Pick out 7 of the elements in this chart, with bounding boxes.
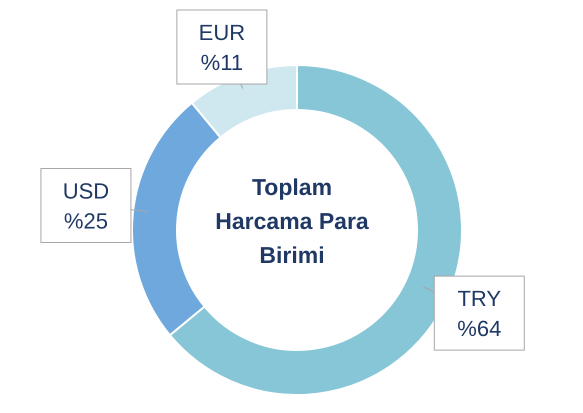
text: Toplam Harcama Para Birimi [215,174,369,268]
slice-label: USD [62,178,110,204]
slice-label: TRY [457,286,502,312]
data-label: %64 [457,316,502,342]
slice-label: EUR [198,20,246,45]
data-label: %25 [64,208,108,234]
data-label: %11 [200,50,244,75]
